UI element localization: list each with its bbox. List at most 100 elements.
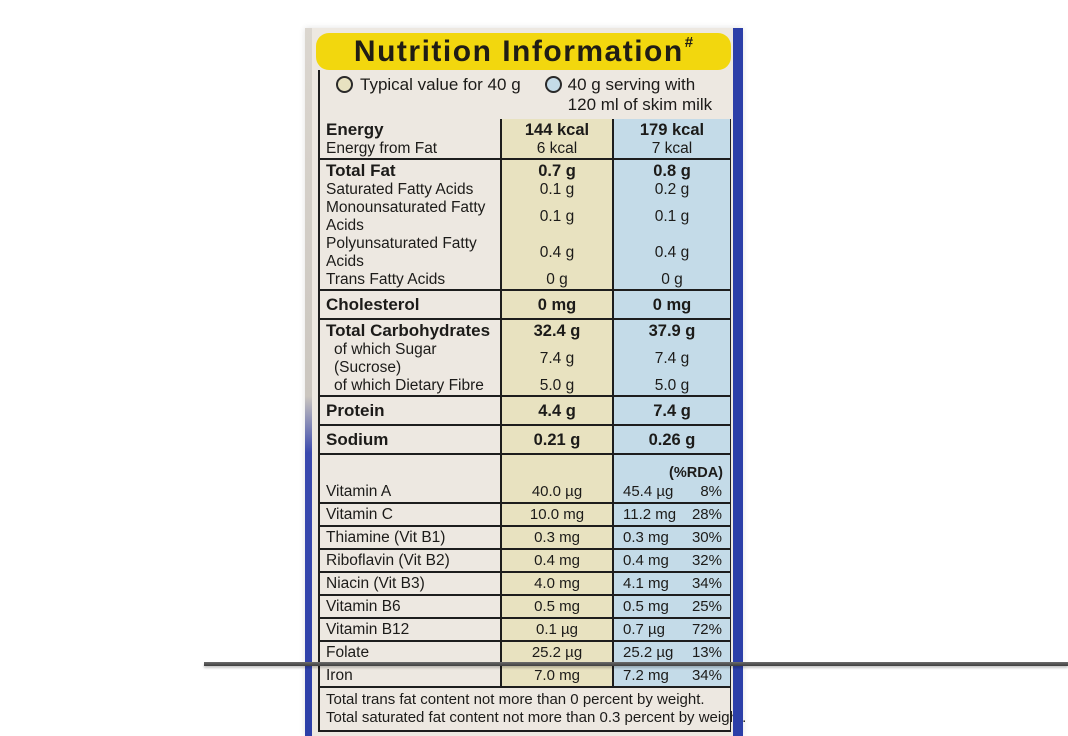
rda-percent: 30% xyxy=(691,528,722,546)
nutrient-label: Cholesterol xyxy=(326,295,420,314)
with-milk-value: 0.7 µg xyxy=(623,620,666,638)
section-gap xyxy=(320,455,730,464)
nutrient-row: Sodium 0.21 g 0.26 g xyxy=(320,426,730,455)
legend-milk-label-line1: 40 g serving with xyxy=(567,75,696,94)
with-milk-value: 0.1 g xyxy=(654,208,690,225)
nutrient-row: Monounsaturated Fatty Acids 0.1 g 0.1 g xyxy=(320,199,730,235)
vitamin-label: Vitamin B6 xyxy=(326,597,401,615)
vitamin-row: Vitamin A 40.0 µg 45.4 µg 8% xyxy=(320,481,730,504)
vitamin-row: Vitamin B6 0.5 mg 0.5 mg 25% xyxy=(320,596,730,619)
vitamin-row: Vitamin C 10.0 mg 11.2 mg 28% xyxy=(320,504,730,527)
nutrient-row: Total Carbohydrates 32.4 g 37.9 g xyxy=(320,320,730,341)
footnote-trans-fat: Total trans fat content not more than 0 … xyxy=(326,691,705,708)
rda-percent: 32% xyxy=(691,551,722,569)
typical-value: 40.0 µg xyxy=(531,482,583,500)
with-milk-value: 37.9 g xyxy=(648,321,696,340)
package-edge-right xyxy=(733,28,743,736)
footnote-saturated-fat: Total saturated fat content not more tha… xyxy=(326,708,747,726)
vitamin-label: Riboflavin (Vit B2) xyxy=(326,551,450,569)
with-milk-value: 0.3 mg xyxy=(623,528,669,546)
nutrient-row: Total Fat 0.7 g 0.8 g xyxy=(320,160,730,181)
nutrient-row: of which Sugar (Sucrose) 7.4 g 7.4 g xyxy=(320,341,730,377)
with-milk-value: 5.0 g xyxy=(654,377,690,394)
nutrient-row: Saturated Fatty Acids 0.1 g 0.2 g xyxy=(320,181,730,199)
label-content: Typical value for 40 g 40 g serving with… xyxy=(318,70,747,732)
rda-percent: 34% xyxy=(691,666,722,684)
rda-percent: 28% xyxy=(691,505,722,523)
with-milk-value: 25.2 µg xyxy=(623,643,674,661)
typical-value: 0 mg xyxy=(537,295,577,314)
legend-typical-label: Typical value for 40 g xyxy=(360,75,521,94)
nutrient-label: Sodium xyxy=(326,430,389,449)
with-milk-value: 7.4 g xyxy=(653,401,691,420)
nutrition-table: Energy 144 kcal 179 kcal Energy from Fat… xyxy=(320,119,747,732)
vitamin-label: Vitamin A xyxy=(326,482,392,500)
typical-value: 7.0 mg xyxy=(534,666,580,684)
nutrient-label: Monounsaturated Fatty Acids xyxy=(326,199,486,234)
nutrient-label: Polyunsaturated Fatty Acids xyxy=(326,235,477,270)
typical-value: 25.2 µg xyxy=(531,643,583,661)
typical-value: 0.3 mg xyxy=(534,528,580,546)
nutrient-label: Saturated Fatty Acids xyxy=(326,181,474,198)
footnotes: Total trans fat content not more than 0 … xyxy=(320,688,747,730)
with-milk-value: 0.4 g xyxy=(654,244,690,261)
page-title: Nutrition Information xyxy=(353,34,684,68)
typical-value: 144 kcal xyxy=(524,120,590,139)
nutrient-row: Trans Fatty Acids 0 g 0 g xyxy=(320,271,730,291)
with-milk-value: 4.1 mg xyxy=(623,574,669,592)
vitamin-row: Vitamin B12 0.1 µg 0.7 µg 72% xyxy=(320,619,730,642)
typical-value: 0.1 g xyxy=(539,208,575,225)
with-milk-value: 11.2 mg xyxy=(623,505,677,523)
with-milk-swatch-icon xyxy=(544,76,562,93)
vitamin-row: Thiamine (Vit B1) 0.3 mg 0.3 mg 30% xyxy=(320,527,730,550)
nutrient-label: of which Dietary Fibre xyxy=(334,377,484,394)
nutrient-label: Protein xyxy=(326,401,385,420)
legend-with-milk: 40 g serving with 120 ml of skim milk xyxy=(544,75,712,115)
nutrient-row: of which Dietary Fibre 5.0 g 5.0 g xyxy=(320,377,730,397)
with-milk-value: 7 kcal xyxy=(651,140,693,157)
vitamin-label: Folate xyxy=(326,643,370,661)
nutrient-row: Energy 144 kcal 179 kcal xyxy=(320,119,730,140)
with-milk-value: 0.26 g xyxy=(648,430,696,449)
typical-value: 0.1 µg xyxy=(535,620,578,638)
typical-value: 5.0 g xyxy=(539,377,575,394)
with-milk-value: 0 mg xyxy=(652,295,692,314)
package-edge-left xyxy=(305,28,312,736)
nutrient-label: Trans Fatty Acids xyxy=(326,271,446,288)
rda-percent: 34% xyxy=(691,574,722,592)
vitamin-label: Vitamin C xyxy=(326,505,393,523)
typical-value-swatch-icon xyxy=(336,76,353,93)
with-milk-value: 0.4 mg xyxy=(623,551,669,569)
typical-value: 0.21 g xyxy=(533,430,581,449)
with-milk-value: 0 g xyxy=(661,271,683,288)
main-rows: Energy 144 kcal 179 kcal Energy from Fat… xyxy=(320,119,730,455)
vitamin-label: Iron xyxy=(326,666,353,684)
typical-value: 10.0 mg xyxy=(529,505,585,523)
with-milk-value: 7.2 mg xyxy=(623,666,669,684)
with-milk-value: 179 kcal xyxy=(639,120,705,139)
title-superscript: # xyxy=(684,34,694,51)
rda-header-row: (%RDA) xyxy=(320,464,730,481)
nutrient-row: Polyunsaturated Fatty Acids 0.4 g 0.4 g xyxy=(320,235,730,271)
nutrient-row: Protein 4.4 g 7.4 g xyxy=(320,397,730,426)
typical-value: 0.4 mg xyxy=(534,551,580,569)
vitamin-row: Niacin (Vit B3) 4.0 mg 4.1 mg 34% xyxy=(320,573,730,596)
rda-header: (%RDA) xyxy=(612,464,730,481)
with-milk-value: 0.5 mg xyxy=(623,597,669,615)
nutrient-label: Total Carbohydrates xyxy=(326,321,491,340)
shelf-edge-line xyxy=(204,662,1068,666)
with-milk-value: 7.4 g xyxy=(654,350,690,367)
typical-value: 4.4 g xyxy=(538,401,576,420)
title-banner: Nutrition Information # xyxy=(316,33,731,70)
rda-percent: 8% xyxy=(700,482,722,500)
typical-value: 32.4 g xyxy=(533,321,581,340)
nutrient-row: Cholesterol 0 mg 0 mg xyxy=(320,291,730,320)
typical-value: 0.4 g xyxy=(539,244,575,261)
rda-percent: 25% xyxy=(691,597,722,615)
nutrient-label: Energy xyxy=(326,120,384,139)
vitamin-row: Iron 7.0 mg 7.2 mg 34% xyxy=(320,665,730,688)
vitamin-rows: Vitamin A 40.0 µg 45.4 µg 8% Vitamin C 1… xyxy=(320,481,730,688)
photo-background: Nutrition Information # Typical value fo… xyxy=(204,28,1068,736)
with-milk-value: 45.4 µg xyxy=(623,482,674,500)
typical-value: 0.5 mg xyxy=(534,597,580,615)
